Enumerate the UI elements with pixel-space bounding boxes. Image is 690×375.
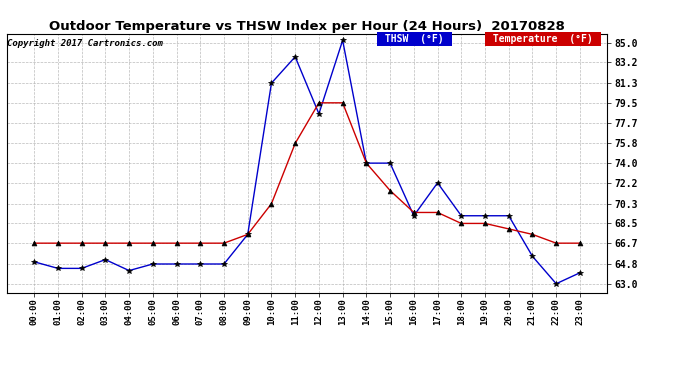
Title: Outdoor Temperature vs THSW Index per Hour (24 Hours)  20170828: Outdoor Temperature vs THSW Index per Ho…	[49, 20, 565, 33]
Text: Copyright 2017 Cartronics.com: Copyright 2017 Cartronics.com	[7, 39, 163, 48]
Text: Temperature  (°F): Temperature (°F)	[487, 34, 599, 44]
Text: THSW  (°F): THSW (°F)	[379, 34, 450, 44]
